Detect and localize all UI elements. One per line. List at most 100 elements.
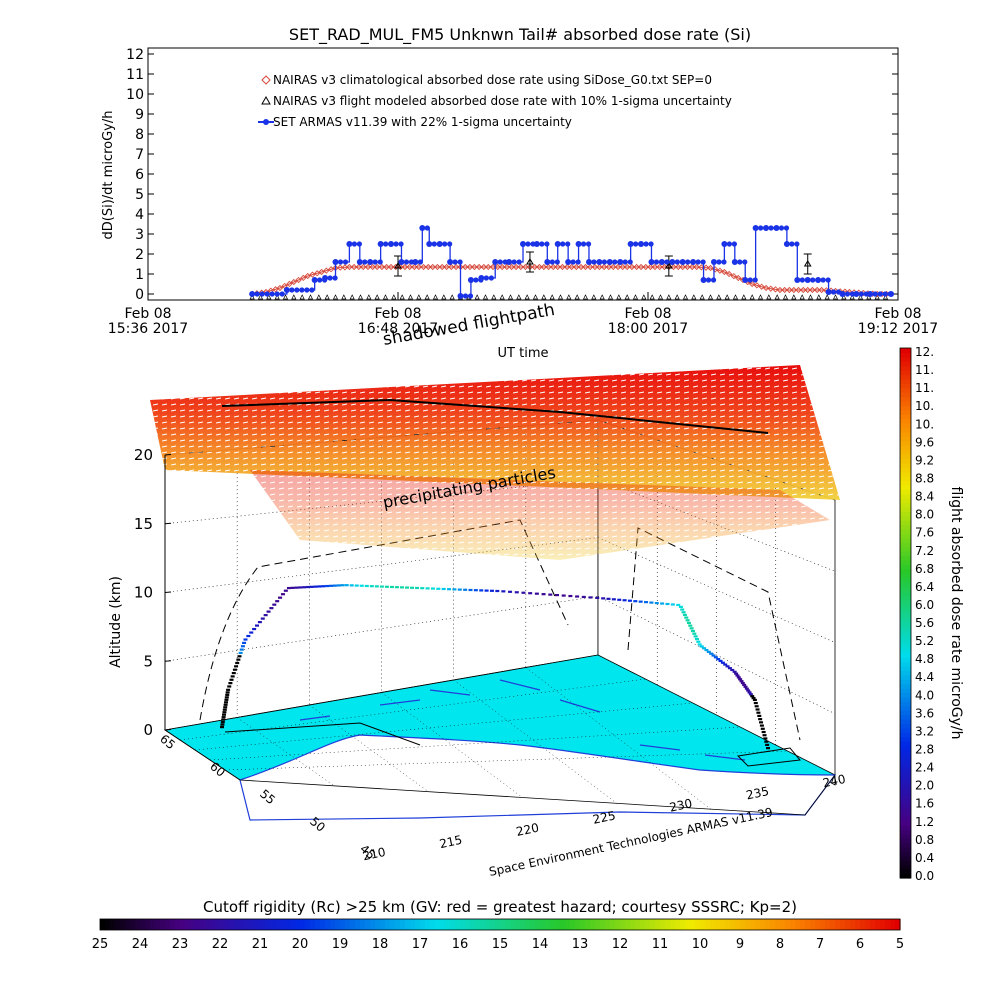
colorbar-tick-label: 6.4	[915, 580, 934, 594]
armas-point	[794, 241, 800, 247]
y-tick-label: 5	[135, 187, 144, 203]
nairas-clim-point	[295, 276, 302, 284]
flight-point	[761, 730, 766, 734]
flight-point	[716, 658, 721, 661]
colorbar-cell	[900, 577, 911, 583]
flight-point	[260, 617, 265, 620]
z-tick	[164, 522, 172, 525]
armas-point	[560, 241, 566, 247]
y-tick-label: 0	[135, 287, 144, 303]
hbar-cell	[410, 919, 416, 930]
armas-point	[737, 259, 743, 265]
colorbar-cell	[900, 604, 911, 610]
colorbar-cell	[900, 564, 911, 570]
baseline-marker	[732, 294, 739, 300]
nairas-clim-line	[252, 266, 892, 295]
flight-point	[514, 591, 519, 594]
hbar-cell	[725, 919, 731, 930]
hbar-cell	[305, 919, 311, 930]
colorbar-cell	[900, 833, 911, 839]
floor-grid	[179, 667, 788, 810]
flight-point	[384, 585, 389, 588]
flight-point	[332, 584, 337, 587]
armas-point	[309, 287, 315, 293]
floor-front-edge	[164, 729, 836, 816]
baseline-marker	[857, 294, 864, 300]
cutoff-rigidity-colorbar: Cutoff rigidity (Rc) >25 km (GV: red = g…	[92, 898, 904, 952]
colorbar-cell	[900, 480, 911, 486]
wall-gridline	[597, 478, 836, 572]
flight-point	[684, 616, 689, 619]
armas-point	[820, 277, 826, 283]
hbar-cell	[690, 919, 696, 930]
armas-point	[877, 291, 883, 297]
hbar-cell	[585, 919, 591, 930]
z-tick-label: 15	[134, 515, 153, 533]
flight-point	[252, 627, 257, 631]
baseline-marker	[549, 294, 555, 300]
baseline-marker	[357, 294, 364, 300]
hbar-cell	[680, 919, 686, 930]
hbar-cell	[340, 919, 346, 930]
hbar-cell	[205, 919, 211, 930]
colorbar-cell	[900, 652, 911, 658]
hbar-cell	[885, 919, 891, 930]
hbar-cell	[250, 919, 256, 930]
armas-point	[403, 259, 410, 265]
flight-point	[581, 595, 586, 599]
baseline-marker	[374, 294, 380, 300]
hbar-cell	[760, 919, 766, 930]
legend: NAIRAS v3 climatological absorbed dose r…	[258, 73, 732, 129]
airport-box	[736, 747, 801, 767]
armas-point	[473, 277, 479, 283]
flight-point	[221, 716, 226, 719]
armas-point	[452, 259, 458, 265]
flight-point	[328, 584, 333, 587]
hbar-tick-label: 16	[452, 937, 469, 952]
colorbar-cell	[900, 489, 911, 495]
colorbar-cell	[900, 352, 911, 358]
coast-segment	[379, 699, 421, 706]
flight-point	[720, 661, 725, 664]
y-tick-label: 11	[126, 67, 144, 83]
hbar-cell	[595, 919, 601, 930]
flight-point	[697, 643, 702, 646]
flight-point	[747, 691, 752, 694]
colorbar-cell	[900, 674, 911, 680]
armas-point	[544, 259, 551, 265]
colorbar-cell	[900, 476, 911, 482]
hbar-tick-label: 8	[776, 937, 784, 952]
armas-point	[351, 241, 357, 247]
hbar-cell	[300, 919, 306, 930]
hbar-cell	[330, 919, 336, 930]
hbar-cell	[820, 919, 826, 930]
hbar-cell	[645, 919, 651, 930]
flight-point	[752, 698, 757, 702]
flight-point	[670, 603, 675, 606]
colorbar-cell	[900, 409, 911, 415]
colorbar-cell	[900, 560, 911, 566]
flight-point	[764, 740, 769, 743]
hbar-cell	[620, 919, 626, 930]
flight-point	[237, 655, 242, 658]
x-tick-time: 18:00 2017	[608, 321, 688, 337]
colorbar-cell	[900, 383, 911, 389]
z-tick	[164, 729, 172, 731]
flight-point	[622, 599, 627, 602]
armas-point	[844, 291, 851, 297]
flight-point	[649, 601, 654, 604]
flight-point	[575, 595, 580, 598]
hbar-cell	[190, 919, 196, 930]
colorbar-cell	[900, 780, 911, 786]
flight-point	[744, 687, 749, 690]
colorbar-cell	[900, 551, 911, 557]
hbar-cell	[105, 919, 111, 930]
flight-point	[541, 593, 546, 596]
hbar-cell	[525, 919, 531, 930]
hbar-cell	[460, 919, 466, 930]
hbar-cell	[440, 919, 446, 930]
colorbar-cell	[900, 471, 911, 477]
flight-point	[221, 718, 226, 721]
baseline-marker	[491, 294, 497, 300]
colorbar-cell	[900, 493, 911, 499]
